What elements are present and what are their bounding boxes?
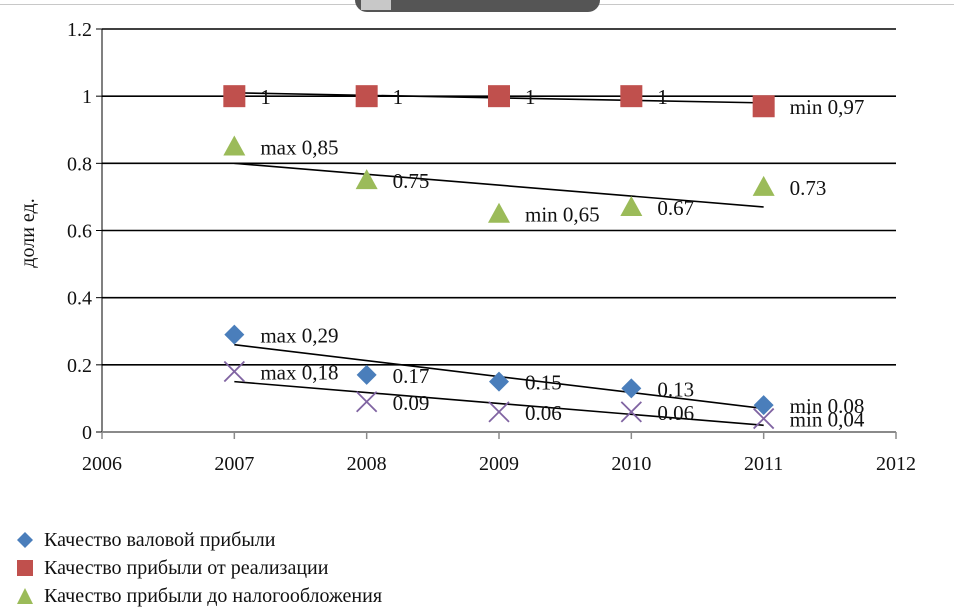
triangle-point [355, 169, 378, 190]
x-tick-label: 2010 [611, 453, 651, 475]
triangle-point [620, 195, 643, 216]
legend-label: Качество прибыли до налогообложения [44, 584, 383, 607]
x-tick-label: 2012 [876, 453, 916, 475]
data-label: max 0,85 [260, 136, 338, 160]
square-point [223, 85, 246, 108]
data-label: 1 [260, 85, 271, 109]
data-label: min 0,04 [790, 408, 865, 432]
y-axis-label: доли ед. [17, 198, 39, 267]
data-label: max 0,18 [260, 361, 338, 385]
legend-label: Качество валовой прибыли [44, 528, 276, 551]
square-point [620, 85, 643, 108]
data-label: 0.75 [393, 169, 430, 193]
x-stroke [753, 407, 775, 430]
data-label: 1 [657, 85, 668, 109]
y-tick-label: 0.4 [67, 288, 92, 310]
x-point [620, 401, 642, 423]
y-tick-label: 0.2 [67, 355, 92, 377]
y-tick-label: 0 [82, 422, 92, 444]
y-tick-label: 1.2 [67, 19, 92, 41]
data-label: 0.15 [525, 371, 562, 395]
data-label: 0.67 [657, 196, 694, 220]
grid [102, 28, 896, 366]
x-point [223, 360, 245, 383]
y-tick-label: 0.6 [67, 221, 92, 243]
legend-item: Качество прибыли до налогообложения [14, 582, 382, 610]
triangle-point [223, 135, 246, 156]
data-label: 0.09 [393, 391, 430, 415]
data-label: 0.06 [657, 401, 694, 425]
diamond-point [489, 371, 509, 392]
x-point [356, 391, 378, 413]
x-tick-label: 2008 [347, 453, 387, 475]
square-point [355, 85, 378, 108]
data-label: 1 [525, 85, 536, 109]
x-stroke [223, 360, 245, 383]
data-label: 0.17 [393, 364, 430, 388]
data-label: 1 [393, 85, 404, 109]
square-point [752, 95, 775, 118]
diamond-point [621, 378, 642, 399]
top-tab-decoration [355, 0, 600, 12]
x-point [488, 401, 510, 423]
diamond-point [356, 364, 377, 385]
triangle-icon [14, 587, 36, 605]
square-icon [14, 559, 36, 577]
trend-line [234, 162, 764, 208]
x-tick-label: 2011 [744, 453, 783, 475]
x-stroke [356, 391, 378, 413]
trend-line [234, 380, 764, 427]
triangle-point [752, 175, 775, 196]
x-stroke [620, 401, 642, 423]
y-tick-label: 0.8 [67, 153, 92, 175]
x-stroke [488, 401, 510, 423]
square-point [488, 85, 510, 108]
axes: 0 0.2 0.4 0.6 0.8 1 1.2 2006 2007 2008 2009 2010 201… [67, 19, 916, 475]
legend-item: Качество валовой прибыли [14, 526, 382, 554]
data-label: min 0,97 [790, 95, 865, 119]
x-point [753, 407, 775, 430]
legend: Качество валовой прибыли Качество прибыл… [14, 526, 382, 610]
diamond-icon [14, 531, 36, 549]
x-tick-label: 2007 [214, 453, 254, 475]
x-tick-label: 2009 [479, 453, 519, 475]
data-labels: max 0,29 0.17 0.15 0.13 min 0.08 1 1 1 1 min 0,97… [260, 85, 865, 431]
data-label: min 0,65 [525, 203, 600, 227]
data-label: 0.13 [657, 377, 694, 401]
y-tick-label: 1 [82, 86, 92, 108]
triangle-point [488, 202, 510, 223]
data-label: max 0,29 [260, 324, 338, 348]
diamond-point [753, 395, 774, 416]
data-label: min 0.08 [790, 394, 865, 418]
x-tick-label: 2006 [82, 453, 122, 475]
data-marks [223, 85, 775, 430]
diamond-point [224, 324, 245, 345]
data-label: 0.73 [790, 176, 827, 200]
legend-item: Качество прибыли от реализации [14, 554, 382, 582]
legend-label: Качество прибыли от реализации [44, 556, 329, 579]
data-label: 0.06 [525, 401, 562, 425]
